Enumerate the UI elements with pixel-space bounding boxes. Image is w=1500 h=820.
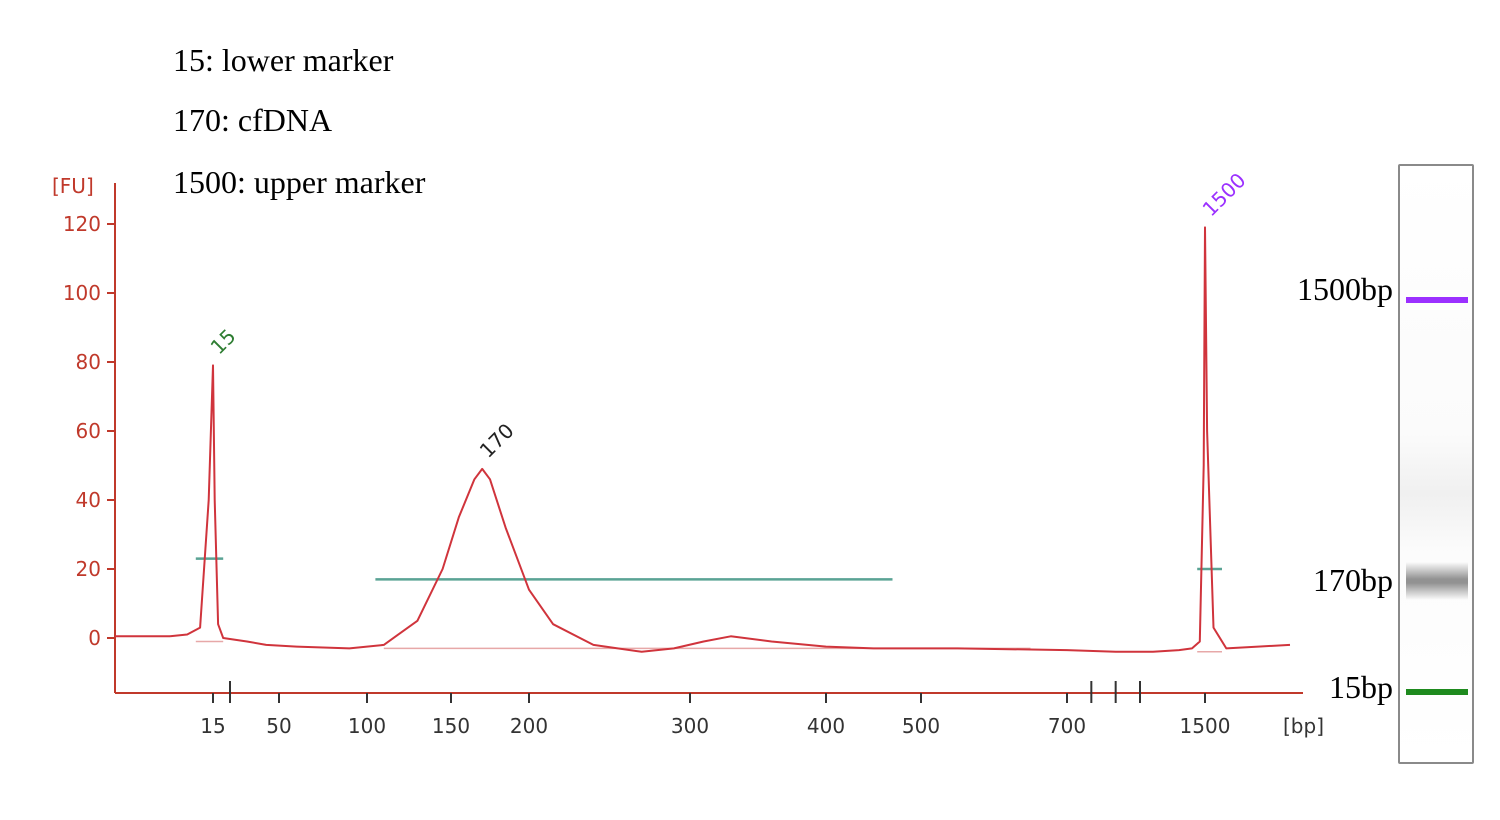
- x-tick-label: 500: [902, 714, 940, 738]
- gel-label-15bp: 15bp: [1329, 669, 1393, 705]
- gel-label-170bp: 170bp: [1313, 562, 1393, 598]
- x-tick-label: 1500: [1180, 714, 1231, 738]
- peak-label-1500: 1500: [1198, 168, 1251, 221]
- legend-cfdna: 170: cfDNA: [173, 102, 333, 138]
- x-tick-label: 50: [266, 714, 291, 738]
- x-tick-label: 200: [510, 714, 548, 738]
- y-tick-label: 0: [88, 626, 101, 650]
- gel-label-1500bp: 1500bp: [1297, 271, 1393, 307]
- trace-line: [169, 226, 1291, 653]
- peak-label-170: 170: [475, 419, 519, 463]
- y-tick-label: 40: [76, 488, 101, 512]
- x-tick-label: 100: [348, 714, 386, 738]
- x-tick-label: 300: [671, 714, 709, 738]
- peak-label-15: 15: [206, 324, 241, 359]
- legend-lower-marker: 15: lower marker: [173, 42, 394, 78]
- y-tick-label: 120: [63, 212, 101, 236]
- legend-upper-marker: 1500: upper marker: [173, 164, 426, 200]
- y-tick-label: 100: [63, 281, 101, 305]
- y-tick-label: 20: [76, 557, 101, 581]
- x-axis-label: [bp]: [1283, 714, 1324, 738]
- y-tick-label: 60: [76, 419, 101, 443]
- gel-lane: [1398, 164, 1474, 764]
- gel-band-15bp: [1406, 689, 1468, 695]
- gel-band-170bp: [1406, 562, 1468, 600]
- y-tick-label: 80: [76, 350, 101, 374]
- x-tick-label: 150: [432, 714, 470, 738]
- gel-band-1500bp: [1406, 297, 1468, 303]
- x-tick-label: 15: [200, 714, 225, 738]
- x-tick-label: 700: [1048, 714, 1086, 738]
- y-axis-label: [FU]: [52, 174, 94, 198]
- x-tick-label: 400: [807, 714, 845, 738]
